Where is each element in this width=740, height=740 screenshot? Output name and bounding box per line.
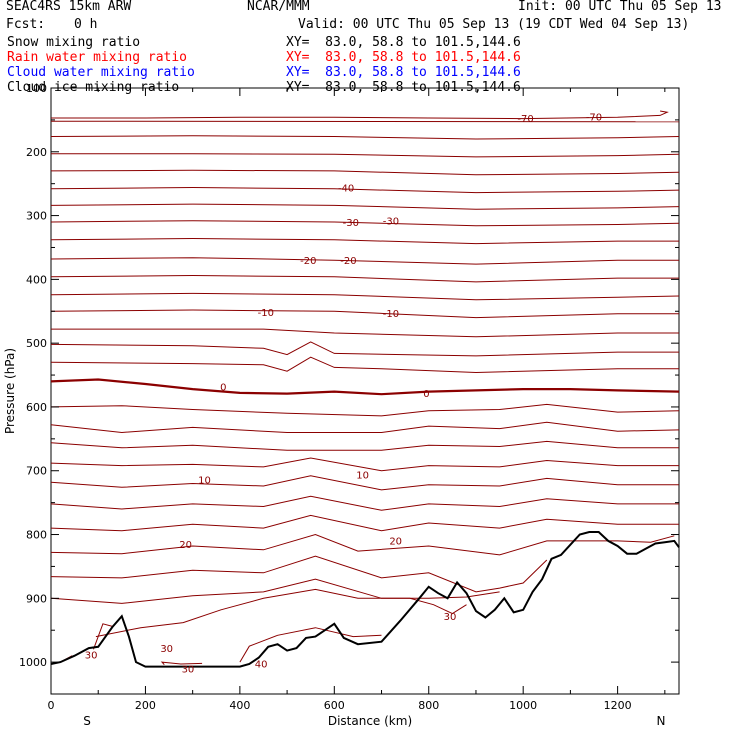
contour-line <box>50 421 680 434</box>
field-cloudwater-name: Cloud water mixing ratio <box>7 65 195 80</box>
contour-line <box>50 292 680 301</box>
y-tick-label: 300 <box>26 210 47 223</box>
contour-line <box>50 440 679 451</box>
y-tick-label: 1000 <box>19 656 47 669</box>
init-time: Init: 00 UTC Thu 05 Sep 13 <box>518 0 722 14</box>
contour-label: 10 <box>198 476 211 487</box>
contour-line <box>50 514 679 532</box>
y-tick-label: 800 <box>26 529 47 542</box>
x-tick-label: 400 <box>229 699 250 712</box>
contour-label: -70 <box>586 113 602 124</box>
contour-line <box>50 169 680 176</box>
contour-label: 30 <box>85 650 98 661</box>
org-label: NCAR/MMM <box>247 0 310 14</box>
contour-line <box>51 110 669 120</box>
contour-line <box>50 403 680 417</box>
field-rain-xy: XY= 83.0, 58.8 to 101.5,144.6 <box>286 50 521 65</box>
contour-line <box>50 237 679 245</box>
x-tick-label: 0 <box>48 699 55 712</box>
field-cloudwater-xy: XY= 83.0, 58.8 to 101.5,144.6 <box>286 65 521 80</box>
contour-label: -40 <box>338 184 354 195</box>
contour-line <box>50 220 680 227</box>
contour-line <box>50 495 679 511</box>
x-tick-label: 200 <box>135 699 156 712</box>
contour-label: -70 <box>517 114 533 125</box>
contour-label: -10 <box>383 309 399 320</box>
contour-line <box>50 475 679 491</box>
x-tick-label: 1000 <box>509 699 537 712</box>
contour-label: 10 <box>356 471 369 482</box>
contour-label: 30 <box>160 644 173 655</box>
contour-line <box>50 309 679 319</box>
y-tick-label: 100 <box>26 82 47 95</box>
contour-line <box>50 533 675 556</box>
contour-line <box>50 578 500 604</box>
contour-line <box>50 356 679 374</box>
contour-line <box>95 588 467 638</box>
contour-label: -30 <box>343 218 359 229</box>
field-cloudice-xy: XY= 83.0, 58.8 to 101.5,144.6 <box>286 80 521 95</box>
contour-line <box>50 555 548 593</box>
model-title: SEAC4RS 15km ARW <box>6 0 132 14</box>
contour-line <box>50 274 679 283</box>
contour-line <box>50 186 680 194</box>
y-tick-label: 900 <box>26 592 47 605</box>
contour-label: 40 <box>255 659 268 670</box>
contour-label: 20 <box>179 540 192 551</box>
y-tick-label: 200 <box>26 146 47 159</box>
x-tick-label: 600 <box>324 699 345 712</box>
plot-frame <box>50 87 680 695</box>
contour-label: -20 <box>300 256 316 267</box>
contour-zero-line <box>50 378 680 396</box>
y-tick-label: 700 <box>26 465 47 478</box>
contour-line <box>50 257 679 265</box>
valid-time: Valid: 00 UTC Thu 05 Sep 13 (19 CDT Wed … <box>298 17 690 32</box>
contour-label: 0 <box>220 383 226 394</box>
contour-label: 0 <box>423 389 429 400</box>
fcst-label: Fcst: <box>6 17 46 32</box>
y-axis-title: Pressure (hPa) <box>3 348 17 434</box>
y-tick-label: 500 <box>26 337 47 350</box>
south-end-label: S <box>83 714 91 728</box>
contour-label: -20 <box>340 256 356 267</box>
terrain-line <box>50 531 680 668</box>
contour-line <box>50 120 680 123</box>
contour-label: 30 <box>182 664 195 675</box>
contour-label: -10 <box>258 308 274 319</box>
field-rain-name: Rain water mixing ratio <box>7 50 188 65</box>
field-snow-xy: XY= 83.0, 58.8 to 101.5,144.6 <box>286 35 521 50</box>
x-tick-label: 1200 <box>604 699 632 712</box>
field-snow-name: Snow mixing ratio <box>7 35 141 50</box>
contour-line <box>51 328 679 338</box>
contour-line <box>50 203 680 210</box>
contour-line <box>51 153 680 158</box>
contour-line <box>239 627 382 663</box>
contour-line <box>93 623 113 650</box>
x-tick-label: 800 <box>418 699 439 712</box>
x-axis-title: Distance (km) <box>328 714 412 728</box>
y-tick-label: 400 <box>26 273 47 286</box>
contour-label: 30 <box>444 612 457 623</box>
contour-label: -30 <box>383 217 399 228</box>
contour-line <box>50 341 679 357</box>
fcst-value: 0 h <box>74 17 98 32</box>
contour-line <box>160 661 203 666</box>
contour-line <box>50 135 680 140</box>
contour-line <box>50 457 679 472</box>
contour-label: 20 <box>389 536 402 547</box>
field-cloudice-name: Cloud ice mixing ratio <box>7 80 180 95</box>
north-end-label: N <box>657 714 666 728</box>
y-tick-label: 600 <box>26 401 47 414</box>
